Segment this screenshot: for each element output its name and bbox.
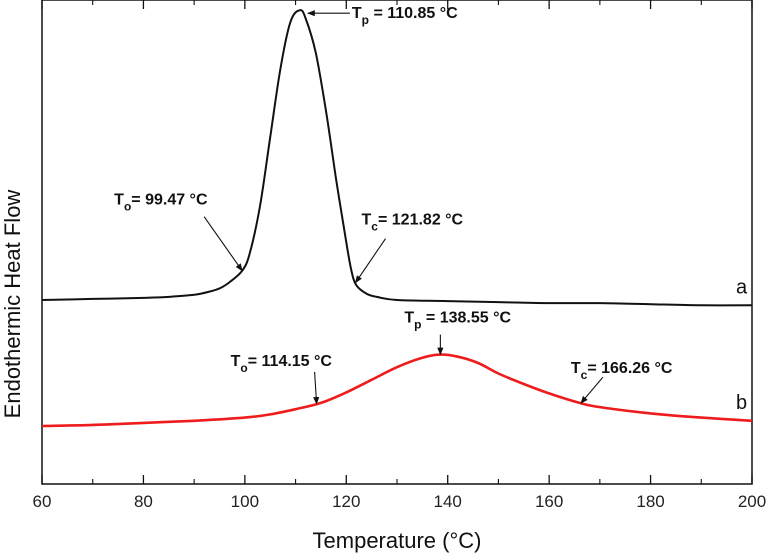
annotation-a-p: Tp = 110.85 °C bbox=[307, 5, 458, 27]
annotation-subscript: c bbox=[371, 220, 378, 234]
x-tick-label: 120 bbox=[332, 492, 360, 511]
x-tick-label: 160 bbox=[535, 492, 563, 511]
annotation-b-o: To= 114.15 °C bbox=[231, 353, 333, 405]
annotation-label: Tc= 121.82 °C bbox=[362, 212, 464, 234]
annotation-arrow bbox=[203, 216, 243, 272]
annotation-value: = 114.15 °C bbox=[248, 353, 333, 370]
annotation-label: Tp = 138.55 °C bbox=[404, 310, 511, 332]
annotation-symbol: T bbox=[362, 212, 372, 229]
annotation-arrow bbox=[313, 371, 320, 405]
annotation-label: To= 114.15 °C bbox=[231, 353, 333, 375]
x-axis-title: Temperature (°C) bbox=[313, 528, 482, 553]
annotation-subscript: c bbox=[581, 368, 588, 382]
series-line-b bbox=[41, 353, 753, 428]
annotation-symbol: T bbox=[404, 310, 414, 327]
x-tick-label: 180 bbox=[636, 492, 664, 511]
annotation-label: Tp = 110.85 °C bbox=[352, 5, 458, 27]
annotation-label: To= 99.47 °C bbox=[114, 192, 208, 214]
x-axis-ticks: 60 80 100 120 140 160 180 200 bbox=[33, 0, 766, 511]
curves: ab bbox=[41, 9, 753, 428]
annotation-symbol: T bbox=[114, 192, 124, 209]
annotation-label: Tc= 166.26 °C bbox=[571, 360, 673, 382]
annotation-a-o: To= 99.47 °C bbox=[114, 192, 243, 272]
series-label-a: a bbox=[736, 276, 748, 298]
annotation-subscript: o bbox=[240, 361, 247, 375]
annotation-subscript: o bbox=[124, 200, 131, 214]
x-tick-label: 80 bbox=[134, 492, 153, 511]
x-tick-label: 60 bbox=[33, 492, 52, 511]
annotation-b-p: Tp = 138.55 °C bbox=[404, 310, 512, 356]
annotation-value: = 138.55 °C bbox=[421, 310, 511, 327]
plot-frame bbox=[41, 0, 753, 485]
annotation-b-c: Tc= 166.26 °C bbox=[571, 360, 673, 404]
annotation-subscript: p bbox=[362, 13, 369, 27]
annotation-arrow bbox=[355, 238, 386, 284]
annotations: To= 99.47 °CTp = 110.85 °CTc= 121.82 °CT… bbox=[114, 5, 673, 405]
y-axis-title: Endothermic Heat Flow bbox=[0, 190, 25, 419]
series-line-a bbox=[41, 9, 753, 307]
annotation-value: = 166.26 °C bbox=[587, 360, 673, 377]
annotation-a-c: Tc= 121.82 °C bbox=[355, 212, 464, 284]
annotation-arrow bbox=[580, 376, 604, 404]
series-label-b: b bbox=[736, 392, 747, 414]
x-tick-label: 100 bbox=[231, 492, 259, 511]
annotation-symbol: T bbox=[231, 353, 241, 370]
annotation-value: = 121.82 °C bbox=[378, 212, 464, 229]
x-tick-label: 200 bbox=[738, 492, 766, 511]
annotation-symbol: T bbox=[352, 5, 362, 22]
annotation-symbol: T bbox=[571, 360, 581, 377]
annotation-value: = 99.47 °C bbox=[131, 192, 208, 209]
annotation-subscript: p bbox=[414, 318, 421, 332]
x-tick-label: 140 bbox=[434, 492, 462, 511]
annotation-value: = 110.85 °C bbox=[369, 5, 458, 22]
